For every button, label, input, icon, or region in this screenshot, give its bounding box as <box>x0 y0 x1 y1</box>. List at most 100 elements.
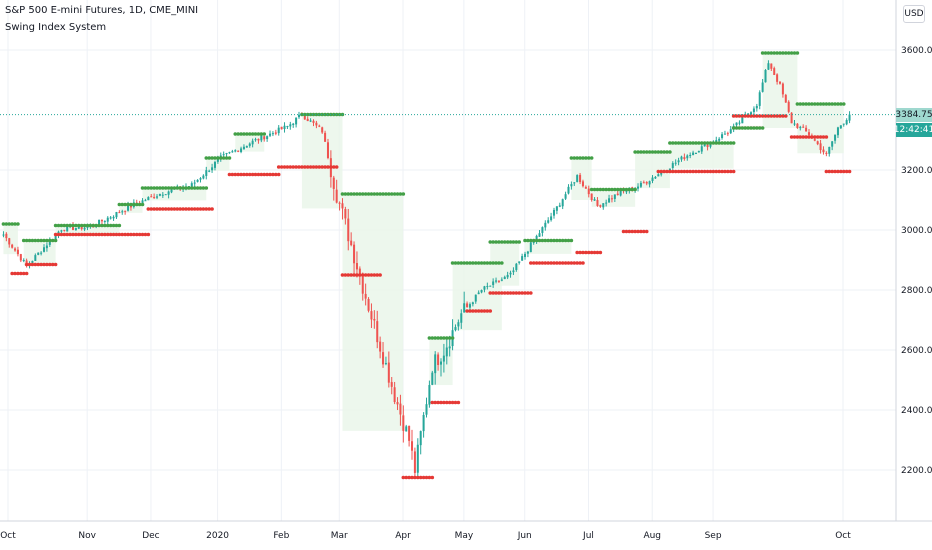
swing-low-dot <box>358 273 362 277</box>
candle-body <box>248 143 251 146</box>
price-axis[interactable]: 2200.00 2400.00 2600.00 2800.00 3000.00 3200.… <box>901 46 932 476</box>
candle-body <box>66 225 69 232</box>
candle-body <box>495 280 498 282</box>
swing-low-dot <box>340 273 345 277</box>
swing-low-dot <box>259 172 264 177</box>
swing-low-dot <box>801 135 805 139</box>
swing-low-dot <box>511 291 516 295</box>
swing-high-dot <box>795 51 800 55</box>
swing-high-dot <box>126 202 130 207</box>
swing-high-dot <box>815 102 820 106</box>
swing-high-dot <box>158 186 162 190</box>
swing-low-dot <box>627 229 632 234</box>
swing-high-dot <box>308 112 313 117</box>
candle-body <box>355 263 358 270</box>
swing-high-dot <box>79 223 84 228</box>
candle-body <box>324 132 327 142</box>
last-price-tag: 3384.75 <box>895 107 932 122</box>
candle-body <box>2 234 5 236</box>
swing-low-dot <box>62 232 67 237</box>
time-tick-label: Nov <box>78 531 96 541</box>
swing-low-dot <box>210 207 214 211</box>
candle-body <box>228 152 231 154</box>
chart-grid <box>0 0 896 521</box>
candle-body <box>738 122 741 124</box>
swing-low-dot <box>798 135 803 139</box>
swing-low-dot <box>16 271 20 276</box>
swing-high-dot <box>526 238 530 243</box>
swing-low-dot <box>810 135 814 139</box>
candle-body <box>63 229 66 231</box>
candle-body <box>106 217 109 222</box>
swing-low-dot <box>476 309 481 313</box>
swing-low-dot <box>311 165 316 169</box>
candle-body <box>509 272 512 275</box>
candle-body <box>822 149 825 153</box>
candle-body <box>326 142 329 158</box>
swing-high-dot <box>117 223 122 228</box>
swing-low-dot <box>659 169 664 174</box>
swing-low-dot <box>24 262 29 267</box>
candle-body <box>625 191 628 193</box>
swing-low-dot <box>746 114 750 118</box>
swing-high-dot <box>427 336 432 340</box>
swing-high-dot <box>494 240 498 244</box>
swing-high-dot <box>653 150 658 154</box>
candle-body <box>526 251 529 254</box>
swing-low-dot <box>679 169 684 174</box>
candle-body <box>341 203 344 209</box>
swing-low-dot <box>201 207 206 211</box>
candle-body <box>697 151 700 153</box>
candle-body <box>561 199 564 207</box>
swing-low-dot <box>178 207 183 211</box>
swing-high-dot <box>630 187 635 192</box>
swing-low-dot <box>450 400 455 405</box>
candle-body <box>645 182 648 184</box>
candle-body <box>269 133 272 136</box>
swing-high-dot <box>491 261 495 265</box>
candle-body <box>382 352 385 365</box>
candle-body <box>752 108 755 112</box>
candle-body <box>147 197 150 201</box>
swing-high-dot <box>575 156 579 160</box>
swing-high-dot <box>500 261 504 265</box>
swing-low-dot <box>549 261 553 265</box>
swing-low-dot <box>644 229 649 234</box>
swing-high-dot <box>378 192 382 196</box>
candle-body <box>718 138 721 141</box>
candle-body <box>390 382 393 387</box>
candle-body <box>190 183 193 187</box>
candle-body <box>581 181 584 187</box>
time-axis[interactable]: Oct Nov Dec 2020 Feb Mar Apr May Jun Jul Aug Sep Oct <box>0 531 851 541</box>
swing-high-dot <box>366 192 371 196</box>
candle-body <box>167 191 170 195</box>
swing-high-dot <box>245 132 249 136</box>
candle-body <box>260 135 263 141</box>
swing-high-dot <box>50 238 55 243</box>
candle-body <box>266 136 269 140</box>
candle-body <box>573 182 576 184</box>
swing-low-dot <box>369 273 374 277</box>
currency-button[interactable]: USD <box>903 5 925 23</box>
swing-low-dot <box>152 207 156 211</box>
time-tick-label: Mar <box>331 531 348 541</box>
swing-high-dot <box>146 186 151 190</box>
swing-high-dot <box>256 132 261 136</box>
swing-high-dot <box>494 261 498 265</box>
swing-high-dot <box>1 222 6 226</box>
candle-body <box>486 286 489 288</box>
swing-high-dot <box>691 141 695 145</box>
swing-high-dot <box>314 112 319 117</box>
swing-high-dot <box>123 202 127 207</box>
swing-low-dot <box>65 232 69 237</box>
swing-high-dot <box>465 261 469 265</box>
price-tick-label: 3200.00 <box>901 166 932 176</box>
candle-body <box>161 194 164 196</box>
swing-low-dot <box>282 165 287 169</box>
swing-high-dot <box>529 238 533 243</box>
candle-body <box>112 216 115 219</box>
swing-high-dot <box>172 186 177 190</box>
candle-body <box>764 69 767 83</box>
candle-body <box>758 92 761 106</box>
